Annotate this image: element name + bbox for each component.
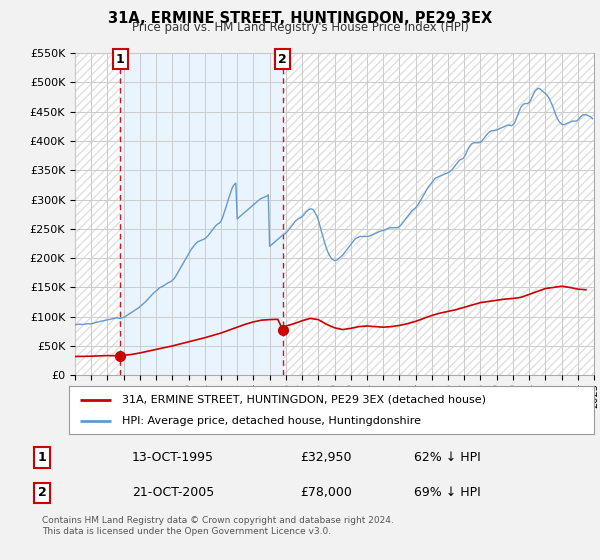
Text: 1: 1 [116,53,125,66]
Bar [283,53,594,375]
Text: 1: 1 [38,451,46,464]
Text: Price paid vs. HM Land Registry's House Price Index (HPI): Price paid vs. HM Land Registry's House … [131,21,469,35]
Bar [75,53,120,375]
Text: 13-OCT-1995: 13-OCT-1995 [132,451,214,464]
Text: £32,950: £32,950 [300,451,352,464]
Text: HPI: Average price, detached house, Huntingdonshire: HPI: Average price, detached house, Hunt… [121,416,421,426]
Text: 31A, ERMINE STREET, HUNTINGDON, PE29 3EX (detached house): 31A, ERMINE STREET, HUNTINGDON, PE29 3EX… [121,395,485,405]
Text: Contains HM Land Registry data © Crown copyright and database right 2024.
This d: Contains HM Land Registry data © Crown c… [42,516,394,536]
Text: £78,000: £78,000 [300,486,352,500]
Text: 62% ↓ HPI: 62% ↓ HPI [414,451,481,464]
Bar [120,53,283,375]
Text: 2: 2 [38,486,46,500]
Text: 2: 2 [278,53,287,66]
Text: 69% ↓ HPI: 69% ↓ HPI [414,486,481,500]
Text: 31A, ERMINE STREET, HUNTINGDON, PE29 3EX: 31A, ERMINE STREET, HUNTINGDON, PE29 3EX [108,11,492,26]
Text: 21-OCT-2005: 21-OCT-2005 [132,486,214,500]
